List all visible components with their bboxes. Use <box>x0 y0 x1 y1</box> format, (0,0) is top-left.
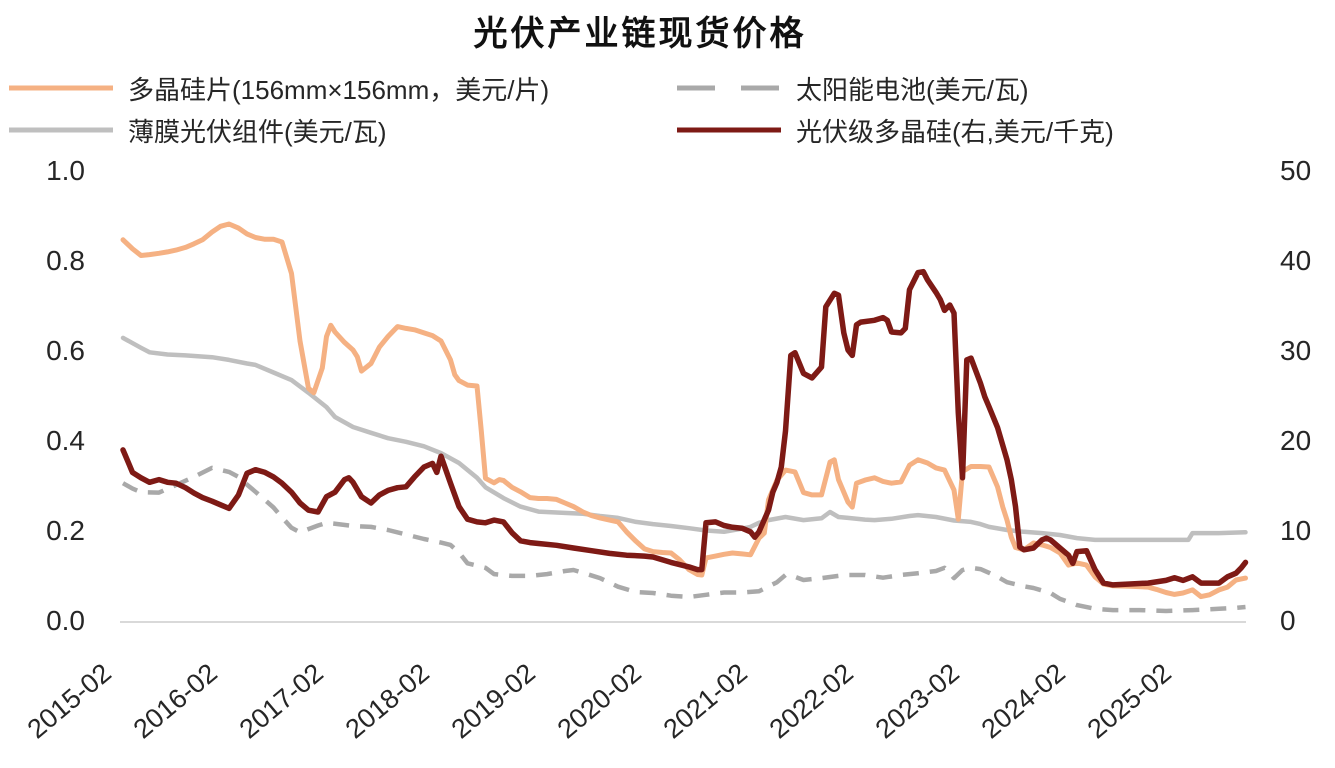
legend-item: 光伏级多晶硅(右,美元/千克) <box>676 110 1114 150</box>
y-axis-right-tick: 0 <box>1280 605 1296 636</box>
y-axis-left-tick: 0.8 <box>46 245 85 276</box>
series-line-3 <box>120 268 1249 588</box>
legend-label: 薄膜光伏组件(美元/瓦) <box>128 116 387 147</box>
legend-label: 光伏级多晶硅(右,美元/千克) <box>796 116 1114 147</box>
x-axis-tick: 2019-02 <box>446 658 541 745</box>
legend-item: 太阳能电池(美元/瓦) <box>676 68 1114 108</box>
x-axis-tick: 2022-02 <box>764 658 859 745</box>
x-axis-tick: 2023-02 <box>870 658 965 745</box>
legend-swatch-line <box>677 127 781 133</box>
legend-item: 多晶硅片(156mm×156mm，美元/片) <box>8 68 676 108</box>
legend-item: 薄膜光伏组件(美元/瓦) <box>8 110 676 150</box>
series-line-2 <box>120 335 1248 543</box>
y-axis-left-tick: 0.4 <box>46 425 85 456</box>
chart-title: 光伏产业链现货价格 <box>473 15 807 53</box>
y-axis-right-tick: 10 <box>1280 515 1311 546</box>
x-axis-tick: 2021-02 <box>658 658 753 745</box>
legend-swatch-line <box>9 85 113 91</box>
y-axis-left-tick: 1.0 <box>46 155 85 186</box>
y-axis-left-tick: 0.2 <box>46 515 85 546</box>
legend-label: 多晶硅片(156mm×156mm，美元/片) <box>128 74 550 105</box>
y-axis-right-tick: 30 <box>1280 335 1311 366</box>
y-axis-right-tick: 20 <box>1280 425 1311 456</box>
x-axis-tick: 2020-02 <box>552 658 647 745</box>
x-axis-tick: 2024-02 <box>976 658 1071 745</box>
x-axis-tick: 2018-02 <box>340 658 435 745</box>
x-axis-tick: 2017-02 <box>234 658 329 745</box>
y-axis-left-tick: 0.6 <box>46 335 85 366</box>
y-axis-left-tick: 0.0 <box>46 605 85 636</box>
legend: 多晶硅片(156mm×156mm，美元/片) 太阳能电池(美元/瓦) 薄膜光伏组件(… <box>8 68 1114 150</box>
x-axis-tick: 2025-02 <box>1082 658 1177 745</box>
series-line-1 <box>121 465 1246 614</box>
y-axis-right-tick: 40 <box>1280 245 1311 276</box>
x-axis-tick: 2016-02 <box>128 658 223 745</box>
y-axis-right-tick: 50 <box>1280 155 1311 186</box>
legend-swatch-dashed-line <box>677 85 781 91</box>
legend-label: 太阳能电池(美元/瓦) <box>796 74 1029 105</box>
series-line-0 <box>120 221 1248 600</box>
legend-swatch-line <box>9 127 113 133</box>
x-axis-tick: 2015-02 <box>22 658 117 745</box>
